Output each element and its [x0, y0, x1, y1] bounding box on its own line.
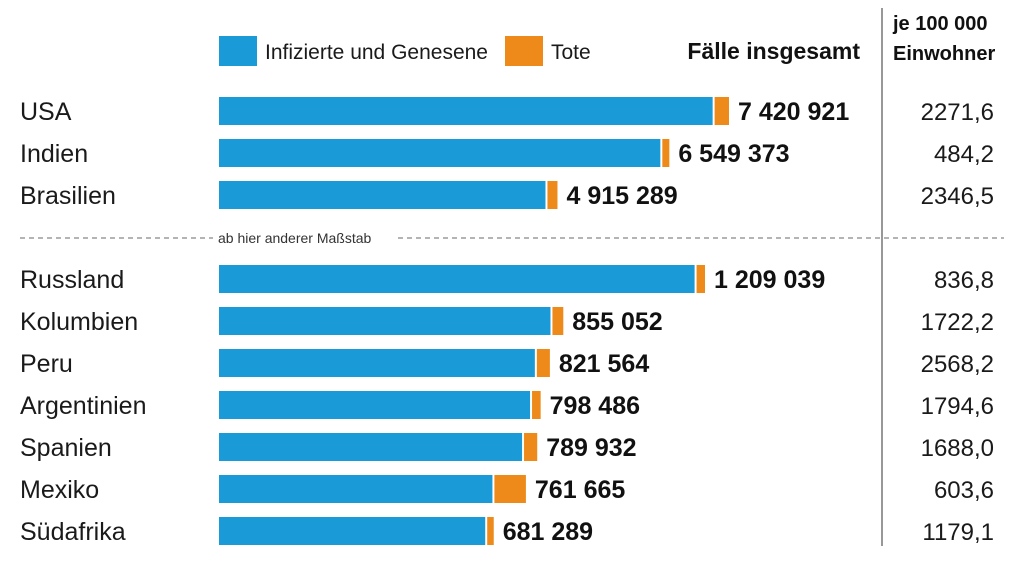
- per-100k-label: 1179,1: [922, 519, 994, 546]
- header-per-capita-line2: Einwohner: [893, 43, 995, 65]
- bar-deaths-spanien: [524, 433, 538, 461]
- bar-infected-russland: [219, 265, 695, 293]
- per-100k-label: 1794,6: [921, 393, 994, 420]
- country-label: Mexiko: [20, 476, 99, 504]
- per-100k-label: 836,8: [934, 267, 994, 294]
- per-100k-label: 484,2: [934, 141, 994, 168]
- legend-label-infected: Infizierte und Genesene: [265, 41, 488, 64]
- country-label: USA: [20, 98, 72, 126]
- per-100k-label: 2271,6: [921, 99, 994, 126]
- total-label: 798 486: [550, 392, 640, 420]
- bar-deaths-argentinien: [532, 391, 541, 419]
- country-label: Spanien: [20, 434, 112, 462]
- bar-infected-indien: [219, 139, 661, 167]
- total-label: 1 209 039: [714, 266, 825, 294]
- bar-deaths-peru: [536, 349, 550, 377]
- bar-deaths-brasilien: [547, 181, 558, 209]
- legend-swatch-deaths: [505, 36, 543, 66]
- country-label: Kolumbien: [20, 308, 138, 336]
- bar-rows: USA 7 420 921 2271,6 Indien 6 549 373 484,2 Br…: [20, 97, 994, 546]
- legend: Infizierte und Genesene Tote: [219, 36, 591, 66]
- country-label: Indien: [20, 140, 88, 168]
- bar-infected-mexiko: [219, 475, 493, 503]
- per-100k-label: 2568,2: [921, 351, 994, 378]
- bar-infected-brasilien: [219, 181, 546, 209]
- bar-infected-kolumbien: [219, 307, 551, 335]
- header-per-capita-line1: je 100 000: [892, 13, 988, 35]
- country-label: Brasilien: [20, 182, 116, 210]
- country-label: Russland: [20, 266, 124, 294]
- bar-deaths-russland: [696, 265, 705, 293]
- total-label: 761 665: [535, 476, 625, 504]
- scale-note: ab hier anderer Maßstab: [218, 230, 372, 246]
- bar-infected-spanien: [219, 433, 523, 461]
- total-label: 681 289: [503, 518, 593, 546]
- bar-deaths-indien: [662, 139, 670, 167]
- bar-infected-argentinien: [219, 391, 531, 419]
- per-100k-label: 2346,5: [921, 183, 994, 210]
- country-label: Argentinien: [20, 392, 146, 420]
- bar-deaths-mexiko: [494, 475, 526, 503]
- per-100k-label: 1688,0: [921, 435, 994, 462]
- bar-infected-peru: [219, 349, 535, 377]
- bar-deaths-usa: [714, 97, 729, 125]
- bar-infected-südafrika: [219, 517, 486, 545]
- per-100k-label: 603,6: [934, 477, 994, 504]
- total-label: 789 932: [546, 434, 636, 462]
- bar-deaths-kolumbien: [552, 307, 564, 335]
- total-label: 821 564: [559, 350, 649, 378]
- total-label: 855 052: [572, 308, 662, 336]
- header-total: Fälle insgesamt: [687, 38, 860, 64]
- total-label: 6 549 373: [678, 140, 789, 168]
- scale-note-bg: [213, 226, 395, 248]
- bar-infected-usa: [219, 97, 713, 125]
- country-label: Peru: [20, 350, 73, 378]
- per-100k-label: 1722,2: [921, 309, 994, 336]
- total-label: 4 915 289: [566, 182, 677, 210]
- legend-swatch-infected: [219, 36, 257, 66]
- country-label: Südafrika: [20, 518, 126, 546]
- legend-label-deaths: Tote: [551, 41, 591, 64]
- bar-deaths-südafrika: [487, 517, 494, 545]
- total-label: 7 420 921: [738, 98, 849, 126]
